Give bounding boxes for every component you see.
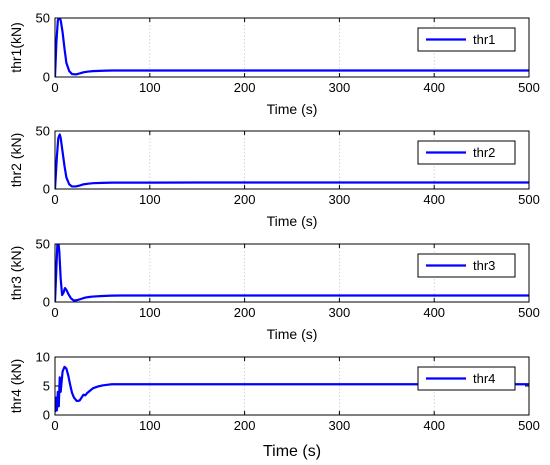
legend-label: thr4 [473,371,495,386]
y-tick-label: 0 [43,182,50,197]
x-tick-label: 200 [234,418,256,433]
legend: thr4 [417,366,516,391]
x-tick-label: 0 [51,192,58,207]
legend-label: thr1 [473,32,495,47]
x-tick-label: 0 [51,80,58,95]
x-tick-label: 200 [234,305,256,320]
x-tick-label: 100 [139,418,161,433]
legend-box [417,366,516,391]
x-tick-label: 400 [423,418,445,433]
series-line-thr1 [55,18,529,77]
series-line-thr3 [55,244,529,302]
x-tick-label: 300 [329,305,351,320]
x-tick-label: 200 [234,80,256,95]
legend-box [417,140,516,165]
x-tick-label: 200 [234,192,256,207]
chart-panel-2: 0 100 200 300 400 500 0 50 Time (s) thr2 (kN) thr2 [8,124,540,230]
y-tick-label: 50 [36,237,50,252]
y-axis-label: thr4 (kN) [8,359,24,413]
y-axis-label: thr2 (kN) [8,133,24,187]
y-axis-label: thr3 (kN) [8,246,24,300]
x-axis-label: Time (s) [263,443,321,460]
x-tick-label: 500 [518,418,540,433]
x-tick-label: 400 [423,80,445,95]
y-tick-label: 10 [36,350,50,365]
legend-label: thr2 [473,145,495,160]
x-tick-label: 500 [518,192,540,207]
series-line-thr2 [55,133,529,189]
axes-box [54,243,530,303]
legend-box [417,27,516,52]
y-tick-label: 5 [43,379,50,394]
x-axis-label: Time (s) [267,326,318,342]
legend-box [417,253,516,278]
x-tick-label: 100 [139,192,161,207]
x-tick-label: 0 [51,305,58,320]
chart-panel-4: 0 100 200 300 400 500 0 5 10 Time (s) thr4 (kN) thr… [8,350,540,461]
axes-box [54,130,530,190]
y-axis-label: thr1(kN) [8,22,24,73]
x-tick-label: 300 [329,192,351,207]
x-tick-label: 500 [518,305,540,320]
y-tick-label: 0 [43,70,50,85]
x-axis-label: Time (s) [267,213,318,229]
legend: thr3 [417,253,516,278]
x-axis-label: Time (s) [267,101,318,117]
x-tick-label: 300 [329,80,351,95]
chart-panel-3: 0 100 200 300 400 500 0 50 Time (s) thr3 (kN) thr3 [8,237,540,343]
x-tick-label: 400 [423,192,445,207]
y-tick-label: 50 [36,124,50,139]
y-tick-label: 0 [43,295,50,310]
legend-label: thr3 [473,258,495,273]
x-tick-label: 100 [139,305,161,320]
legend: thr1 [417,27,516,52]
y-tick-label: 0 [43,408,50,423]
x-tick-label: 0 [51,418,58,433]
series-line-thr4 [55,365,529,413]
legend: thr2 [417,140,516,165]
x-tick-label: 100 [139,80,161,95]
x-tick-label: 500 [518,80,540,95]
y-tick-label: 50 [36,11,50,26]
axes-box [54,17,530,78]
x-tick-label: 300 [329,418,351,433]
chart-panel-1: 0 100 200 300 400 500 0 50 Time (s) thr1(kN) thr1 [8,11,540,118]
x-tick-label: 400 [423,305,445,320]
